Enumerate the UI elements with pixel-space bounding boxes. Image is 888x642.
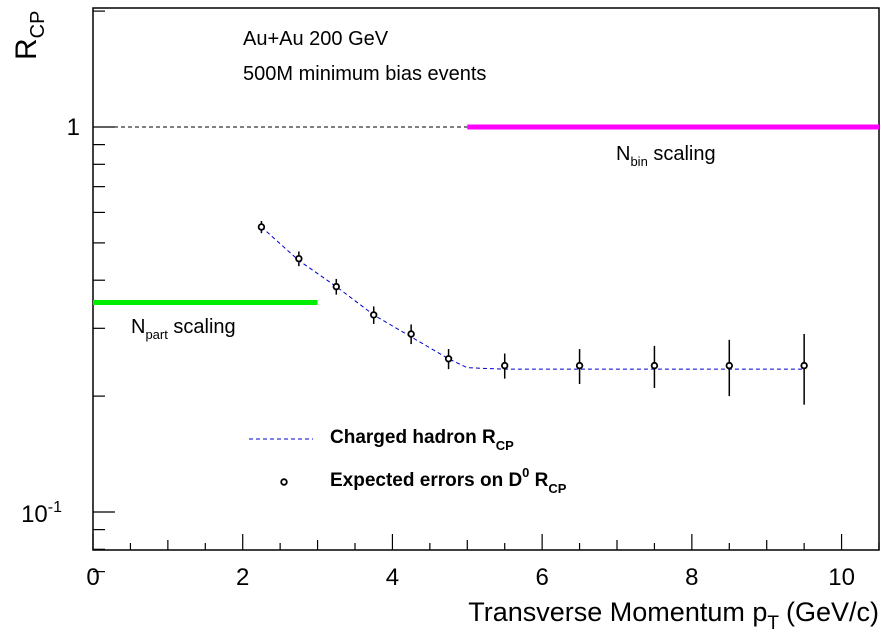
d0-data-point: [575, 361, 584, 370]
d0-data-point: [444, 355, 453, 363]
x-axis-title: Transverse Momentum pT (GeV/c): [468, 597, 879, 634]
x-tick-labels: 0 2 4 6 8 10: [86, 564, 855, 591]
annotation-nbin-rest: scaling: [648, 143, 716, 165]
annotation-event-count: 500M minimum bias events: [243, 63, 486, 85]
x-axis-title-sub: T: [767, 613, 779, 634]
axis-ticks: [92, 10, 880, 573]
y-axis-title: RCP: [10, 11, 49, 60]
legend-d0-rest: R: [529, 470, 548, 491]
x-tick-label-0: 0: [86, 564, 99, 591]
plot-frame: [92, 7, 880, 551]
annotation-npart-sub: part: [145, 327, 168, 342]
legend-d0-sup: 0: [522, 465, 529, 480]
d0-data-point: [407, 330, 415, 338]
annotation-nbin-sub: bin: [630, 154, 647, 169]
d0-data-point: [332, 282, 340, 291]
annotation-npart-scaling: Npart scaling: [131, 316, 236, 342]
charged-hadron-rcp-line: [261, 226, 805, 370]
x-tick-label-2: 2: [236, 564, 249, 591]
y-tick-label-1: 1: [67, 114, 80, 141]
x-axis-title-unit: (GeV/c): [786, 597, 879, 627]
legend-charged-hadron: Charged hadron RCP: [330, 427, 514, 453]
y-tick-label-0.1: 10-1: [21, 499, 62, 528]
d0-rcp-points: [257, 220, 808, 405]
annotation-npart-main: N: [131, 316, 145, 338]
d0-data-point: [370, 311, 378, 319]
annotation-nbin-main: N: [616, 143, 630, 165]
d0-data-point: [257, 223, 266, 231]
d0-data-point: [650, 361, 659, 370]
y-tick-label-0.1-exponent: -1: [48, 499, 62, 516]
legend-d0-sub: CP: [548, 481, 566, 496]
y-axis-title-main: R: [10, 38, 43, 60]
x-tick-label-6: 6: [535, 564, 548, 591]
x-tick-label-10: 10: [828, 564, 855, 591]
annotation-collision-system: Au+Au 200 GeV: [243, 28, 389, 50]
y-tick-label-0.1-base: 10: [21, 501, 48, 528]
d0-data-point: [295, 254, 303, 263]
y-axis-title-sub: CP: [27, 11, 49, 39]
annotation-nbin-scaling: Nbin scaling: [616, 143, 716, 169]
annotation-npart-rest: scaling: [168, 316, 236, 338]
d0-data-point: [800, 361, 808, 370]
legend-charged-hadron-sub: CP: [496, 438, 514, 453]
legend-point-swatch: [280, 478, 288, 486]
x-axis-title-main: Transverse Momentum p: [468, 597, 767, 627]
d0-data-point: [725, 361, 733, 370]
x-tick-label-4: 4: [386, 564, 399, 591]
legend: Charged hadron RCP Expected errors on D0…: [249, 427, 567, 496]
legend-d0-errors: Expected errors on D0 RCP: [330, 465, 567, 496]
x-tick-label-8: 8: [685, 564, 698, 591]
d0-data-point: [501, 361, 509, 370]
legend-d0-main: Expected errors on D: [330, 470, 522, 491]
legend-charged-hadron-main: Charged hadron R: [330, 427, 496, 448]
